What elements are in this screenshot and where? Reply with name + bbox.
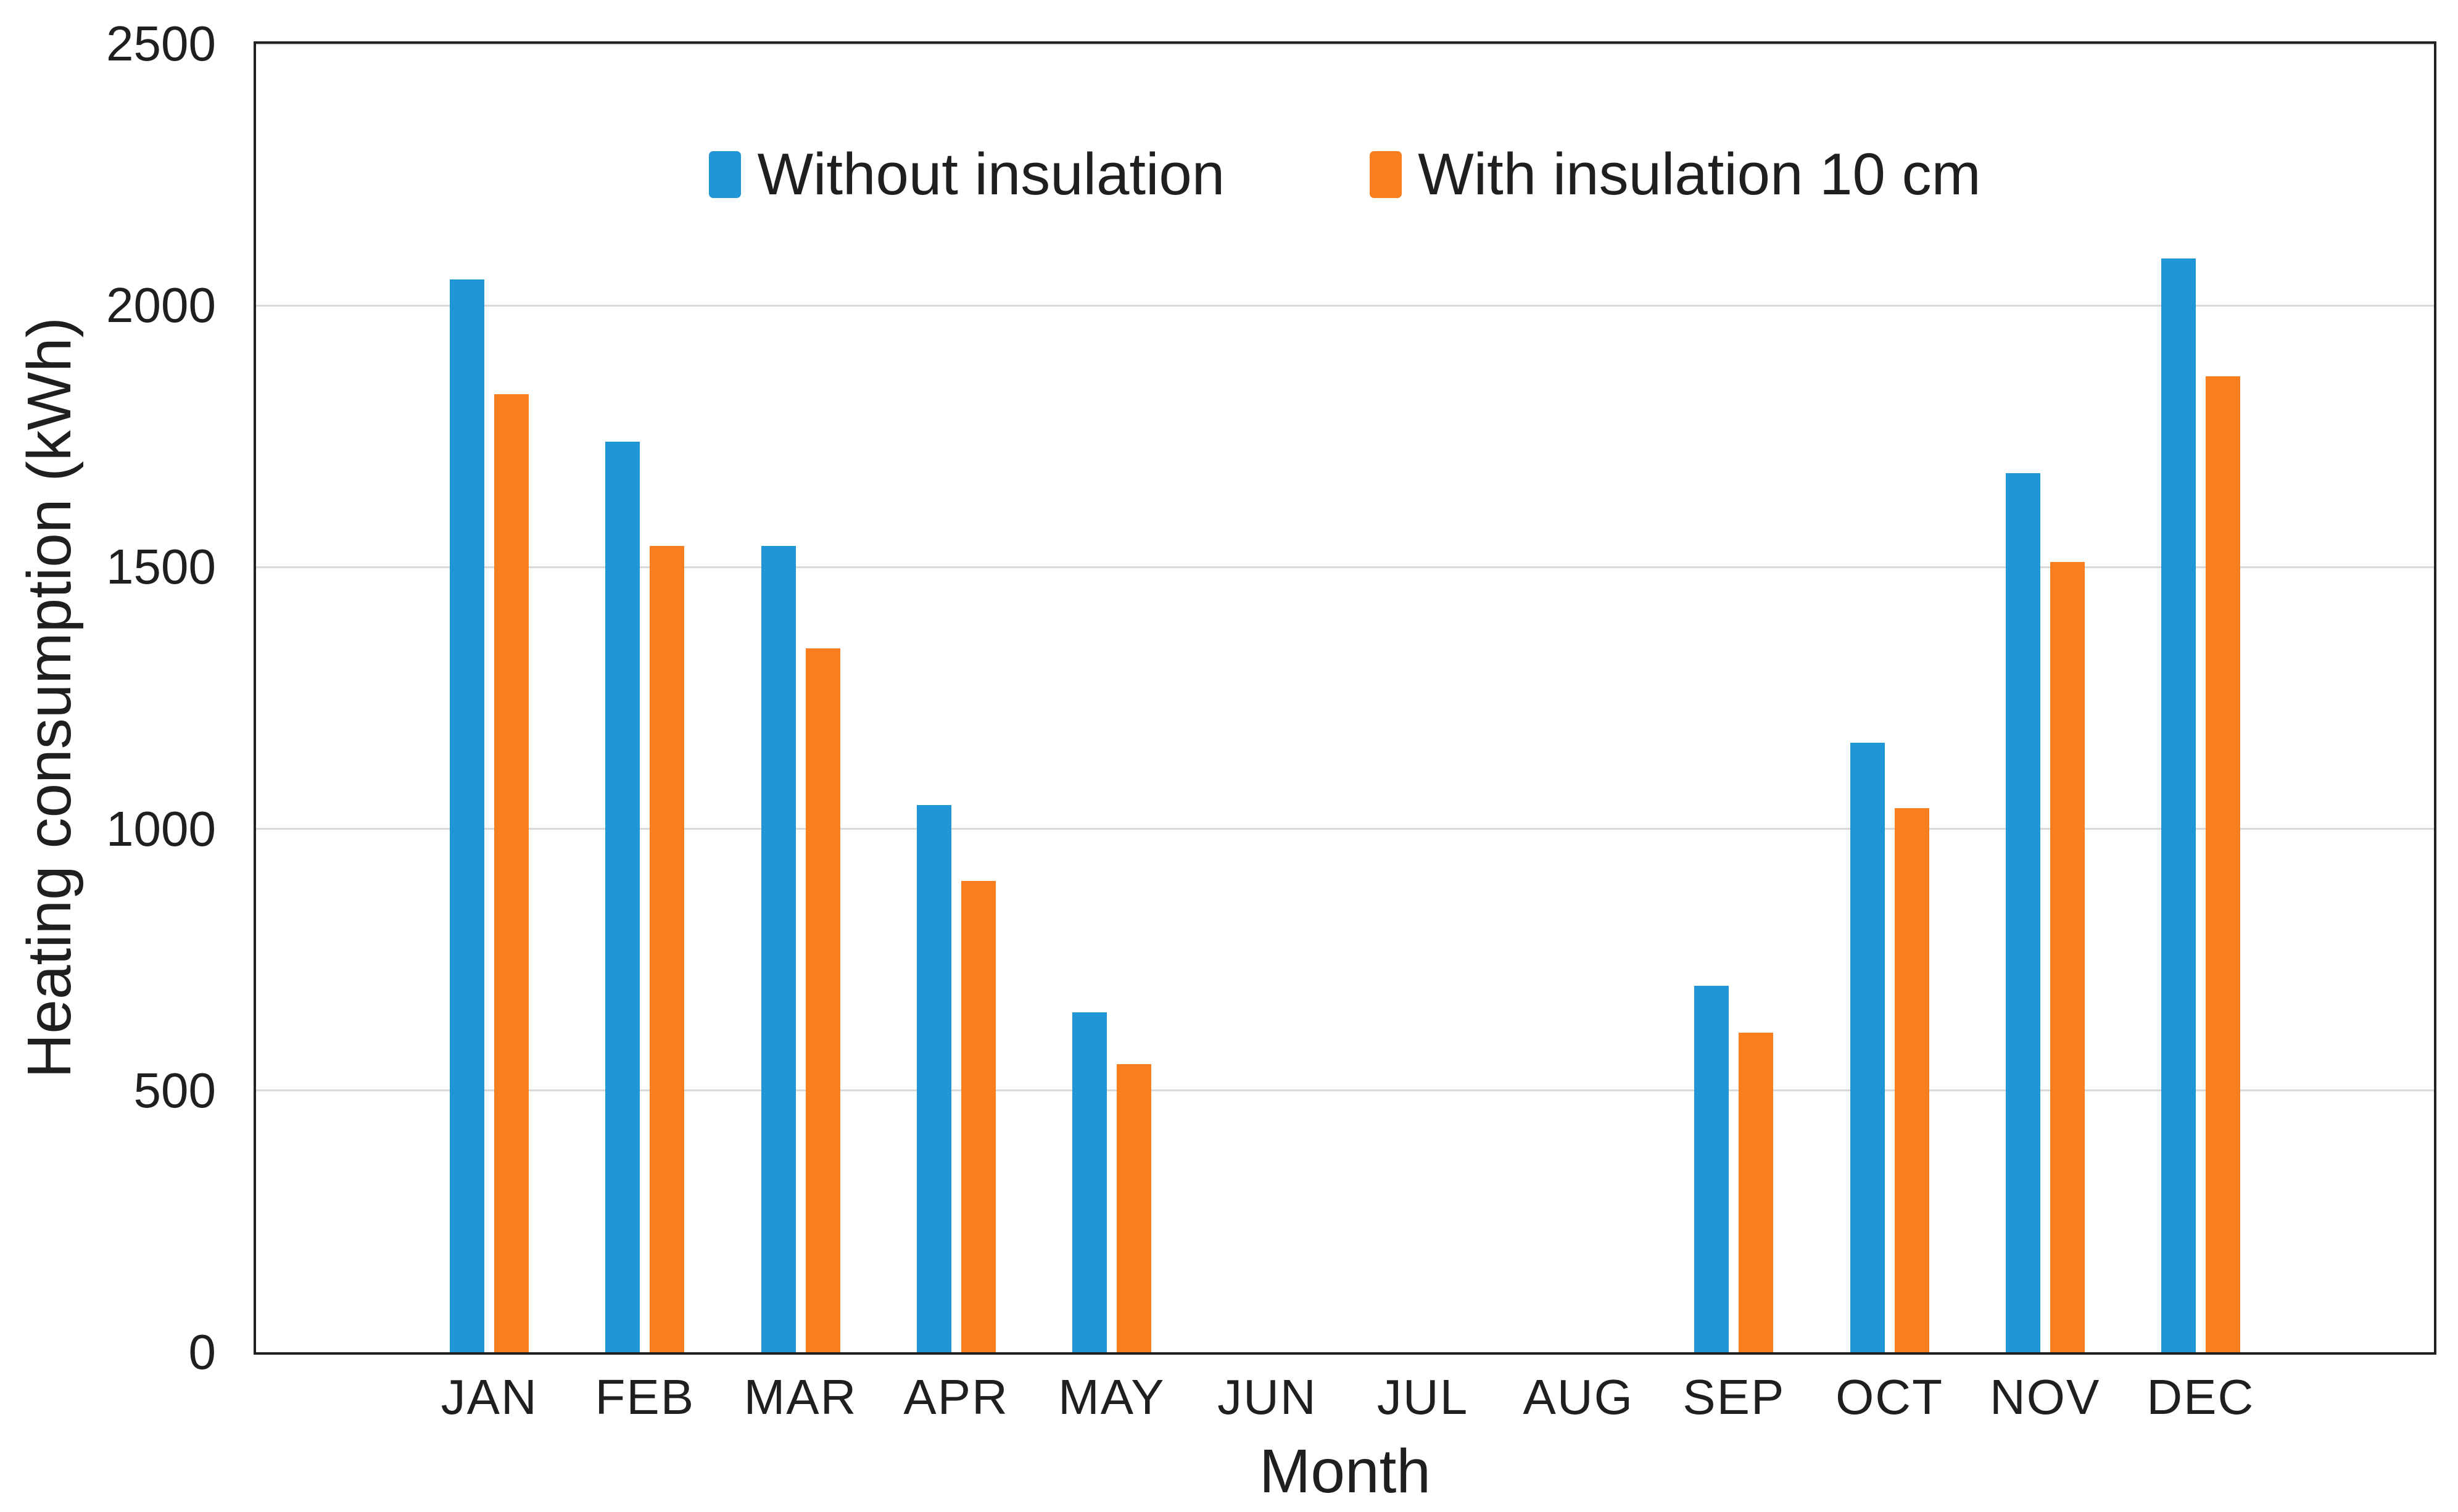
x-axis-title: Month xyxy=(1259,1437,1431,1506)
bar-feb-with-insulation xyxy=(650,546,685,1352)
legend-item-with-insulation: With insulation 10 cm xyxy=(1370,141,1981,209)
gridline-1500 xyxy=(256,566,2434,568)
gridline-2500 xyxy=(256,43,2434,45)
y-tick-label-1000: 1000 xyxy=(106,801,216,856)
y-tick-label-0: 0 xyxy=(188,1324,217,1379)
bar-mar-with-insulation xyxy=(805,648,840,1352)
x-tick-label-aug: AUG xyxy=(1523,1369,1634,1424)
bar-mar-without-insulation xyxy=(761,546,796,1352)
y-tick-label-1500: 1500 xyxy=(106,539,216,595)
bar-apr-without-insulation xyxy=(916,805,951,1352)
x-tick-label-nov: NOV xyxy=(1989,1369,2101,1424)
bar-may-without-insulation xyxy=(1072,1012,1107,1352)
gridline-1000 xyxy=(256,828,2434,830)
bar-sep-with-insulation xyxy=(1739,1033,1774,1352)
legend-label: Without insulation xyxy=(757,141,1225,207)
y-tick-label-500: 500 xyxy=(133,1062,216,1118)
x-tick-label-jun: JUN xyxy=(1217,1369,1317,1424)
legend-label: With insulation 10 cm xyxy=(1418,141,1981,207)
x-tick-label-mar: MAR xyxy=(743,1369,858,1424)
x-tick-label-may: MAY xyxy=(1058,1369,1165,1424)
bar-may-with-insulation xyxy=(1116,1064,1151,1352)
x-tick-label-sep: SEP xyxy=(1682,1369,1786,1424)
bar-oct-without-insulation xyxy=(1850,742,1885,1352)
legend: Without insulation With insulation 10 cm xyxy=(256,141,2434,209)
x-tick-label-feb: FEB xyxy=(595,1369,695,1424)
x-tick-label-dec: DEC xyxy=(2146,1369,2255,1424)
y-axis-title: Heating consumption (kWh) xyxy=(15,317,84,1078)
bar-nov-with-insulation xyxy=(2050,561,2085,1352)
bar-dec-without-insulation xyxy=(2161,258,2196,1352)
bar-feb-without-insulation xyxy=(605,441,640,1352)
x-tick-label-apr: APR xyxy=(903,1369,1009,1424)
legend-marker-icon xyxy=(1370,151,1402,198)
x-tick-label-jul: JUL xyxy=(1376,1369,1469,1424)
gridline-500 xyxy=(256,1089,2434,1092)
bar-apr-with-insulation xyxy=(961,881,996,1352)
bar-oct-with-insulation xyxy=(1894,808,1929,1352)
bar-sep-without-insulation xyxy=(1694,986,1729,1352)
plot-area-border xyxy=(254,41,2436,1355)
y-tick-label-2000: 2000 xyxy=(106,278,216,333)
legend-marker-icon xyxy=(709,151,742,198)
x-tick-label-oct: OCT xyxy=(1835,1369,1943,1424)
x-tick-label-jan: JAN xyxy=(441,1369,538,1424)
legend-item-without-insulation: Without insulation xyxy=(709,141,1225,209)
y-tick-label-2500: 2500 xyxy=(106,16,216,71)
bar-jan-with-insulation xyxy=(494,394,529,1352)
gridline-2000 xyxy=(256,304,2434,307)
bar-nov-without-insulation xyxy=(2005,473,2040,1352)
bar-jan-without-insulation xyxy=(450,279,485,1352)
bar-dec-with-insulation xyxy=(2205,376,2240,1352)
